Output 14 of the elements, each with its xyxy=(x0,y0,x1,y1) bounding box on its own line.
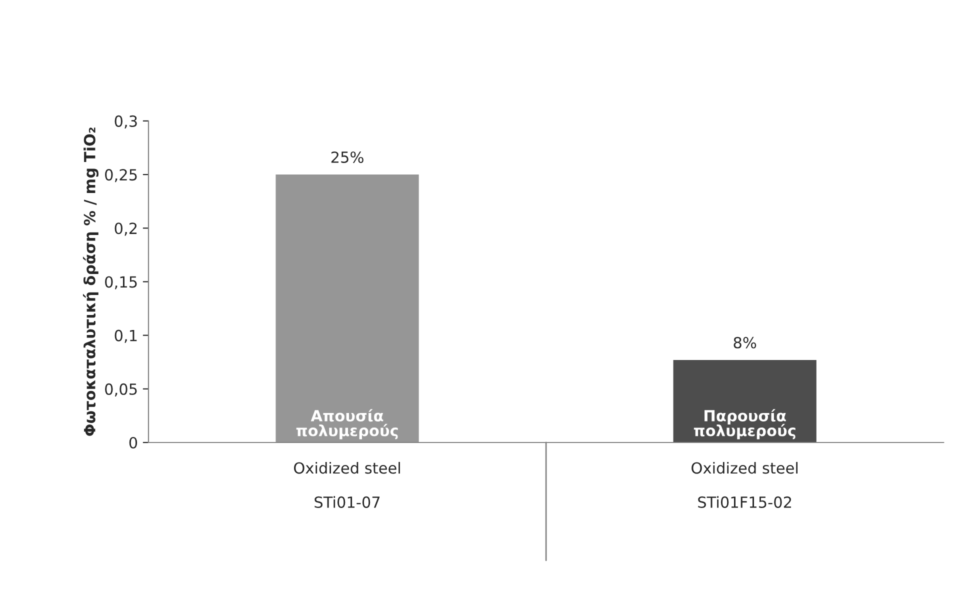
y-tick-label: 0,15 xyxy=(105,276,137,290)
category-label: Oxidized steel STi01-07 xyxy=(294,462,400,508)
series-label: Απουσία πολυμερούς xyxy=(296,409,398,440)
y-tick-label: 0,05 xyxy=(105,383,137,396)
y-tick-label: 0,1 xyxy=(114,330,137,343)
y-tick-label: 0,25 xyxy=(105,169,137,182)
y-tick-label: 0,3 xyxy=(114,115,137,129)
data-label: 25% xyxy=(331,151,364,164)
y-tick-label: 0,2 xyxy=(114,222,137,236)
series-label: Παρουσία πολυμερούς xyxy=(694,409,796,440)
y-axis-title: Φωτοκαταλυτική δράση % / mg TiO₂ xyxy=(82,128,98,436)
y-tick-label: 0 xyxy=(129,436,138,449)
data-label: 8% xyxy=(734,336,756,348)
category-label: Oxidized steel STi01F15-02 xyxy=(692,462,798,508)
